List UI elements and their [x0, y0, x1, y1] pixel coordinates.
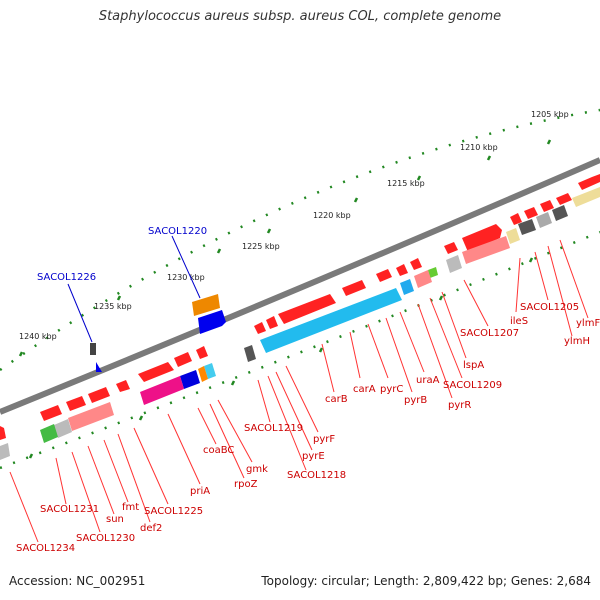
feature-block[interactable] — [518, 219, 536, 235]
highlight-gene-label[interactable]: SACOL1226 — [37, 272, 96, 283]
gene-label[interactable]: priA — [190, 486, 210, 497]
kbp-label: 1210 kbp — [460, 143, 498, 152]
gene-label[interactable]: uraA — [416, 375, 440, 386]
gene-label[interactable]: ylmF — [576, 318, 600, 329]
feature-block[interactable] — [96, 362, 102, 372]
gene-arrow[interactable] — [524, 207, 538, 219]
gene-arrow[interactable] — [578, 174, 600, 190]
gene-arrow[interactable] — [116, 380, 130, 392]
feature-block[interactable] — [552, 205, 568, 221]
gene-arrow[interactable] — [196, 346, 208, 359]
feature-block[interactable] — [204, 363, 216, 379]
gene-label[interactable]: ylmH — [564, 336, 590, 347]
feature-block[interactable] — [506, 228, 520, 244]
feature-block[interactable] — [0, 443, 10, 460]
gene-arrow[interactable] — [376, 269, 392, 282]
genome-backbone — [0, 157, 600, 415]
gene-label[interactable]: SACOL1205 — [520, 302, 579, 313]
accession-text: Accession: NC_002951 — [9, 574, 146, 588]
gene-label[interactable]: rpoZ — [234, 479, 258, 490]
gene-label[interactable]: SACOL1207 — [460, 328, 519, 339]
kbp-label: 1240 kbp — [19, 332, 57, 341]
gene-arrow[interactable] — [88, 387, 110, 403]
gene-label[interactable]: pyrB — [404, 395, 427, 406]
gene-arrow[interactable] — [462, 224, 502, 252]
gene-label[interactable]: pyrC — [380, 384, 403, 395]
gene-label[interactable]: fmt — [122, 502, 139, 513]
gene-label[interactable]: carB — [325, 394, 348, 405]
topology-text: Topology: circular; Length: 2,809,422 bp… — [261, 574, 591, 588]
highlight-leader-lines — [67, 235, 201, 343]
feature-block[interactable] — [244, 345, 256, 362]
gene-label[interactable]: SACOL1231 — [40, 504, 99, 515]
gene-arrow[interactable] — [66, 396, 86, 411]
gene-arrow[interactable] — [40, 405, 62, 421]
gene-label[interactable]: sun — [106, 514, 124, 525]
gene-label[interactable]: SACOL1218 — [287, 470, 346, 481]
feature-blocks — [0, 187, 600, 460]
gene-arrow[interactable] — [396, 264, 408, 276]
feature-block[interactable] — [462, 236, 510, 264]
gene-label[interactable]: SACOL1234 — [16, 543, 75, 554]
feature-block[interactable] — [54, 419, 72, 438]
gene-arrow[interactable] — [342, 280, 366, 296]
gene-arrow[interactable] — [410, 258, 422, 270]
gene-label[interactable]: ileS — [510, 316, 528, 327]
highlight-blocks — [90, 294, 226, 372]
gene-label[interactable]: SACOL1230 — [76, 533, 135, 544]
gene-arrow[interactable] — [278, 294, 336, 324]
gene-label[interactable]: lspA — [463, 360, 484, 371]
forward-genes — [0, 174, 600, 440]
map-title: Staphylococcus aureus subsp. aureus COL,… — [98, 9, 502, 24]
gene-arrow[interactable] — [174, 352, 192, 367]
major-ticks-inner — [28, 257, 534, 459]
gene-arrow[interactable] — [556, 193, 572, 205]
feature-block[interactable] — [428, 267, 438, 278]
kbp-label: 1235 kbp — [94, 302, 132, 311]
feature-block[interactable] — [90, 343, 96, 355]
gene-arrow[interactable] — [254, 322, 266, 334]
feature-block[interactable] — [180, 370, 200, 389]
gene-label[interactable]: carA — [353, 384, 376, 395]
gene-arrow[interactable] — [0, 426, 6, 440]
feature-block[interactable] — [198, 310, 226, 334]
kbp-label: 1205 kbp — [531, 110, 569, 119]
highlight-gene-label[interactable]: SACOL1220 — [148, 226, 207, 237]
gene-label[interactable]: def2 — [140, 523, 162, 534]
gene-arrow[interactable] — [510, 213, 522, 225]
feature-block[interactable] — [400, 279, 414, 295]
gene-arrow[interactable] — [444, 242, 458, 254]
gene-arrow[interactable] — [138, 362, 174, 382]
feature-block[interactable] — [40, 424, 58, 443]
gene-label[interactable]: SACOL1219 — [244, 423, 303, 434]
major-ticks-outer — [18, 139, 552, 357]
feature-block[interactable] — [198, 366, 208, 382]
gene-label[interactable]: pyrE — [302, 451, 325, 462]
feature-block[interactable] — [446, 255, 462, 273]
gene-label[interactable]: coaBC — [203, 445, 234, 456]
feature-block[interactable] — [572, 187, 600, 207]
gene-label[interactable]: SACOL1225 — [144, 506, 203, 517]
kbp-label: 1215 kbp — [387, 179, 425, 188]
feature-block[interactable] — [140, 376, 184, 405]
feature-block[interactable] — [192, 294, 220, 316]
gene-arrow[interactable] — [540, 200, 554, 212]
gene-label[interactable]: pyrF — [313, 434, 335, 445]
kbp-label: 1220 kbp — [313, 211, 351, 220]
gene-label[interactable]: SACOL1209 — [443, 380, 502, 391]
leader-lines — [9, 239, 589, 543]
gene-label[interactable]: gmk — [246, 464, 268, 475]
feature-block[interactable] — [68, 402, 114, 431]
feature-block[interactable] — [260, 288, 402, 353]
kbp-label: 1230 kbp — [167, 273, 205, 282]
kbp-label: 1225 kbp — [242, 242, 280, 251]
gene-arrow[interactable] — [266, 316, 278, 329]
gene-label[interactable]: pyrR — [448, 400, 471, 411]
feature-block[interactable] — [414, 270, 432, 288]
feature-block[interactable] — [536, 212, 552, 228]
